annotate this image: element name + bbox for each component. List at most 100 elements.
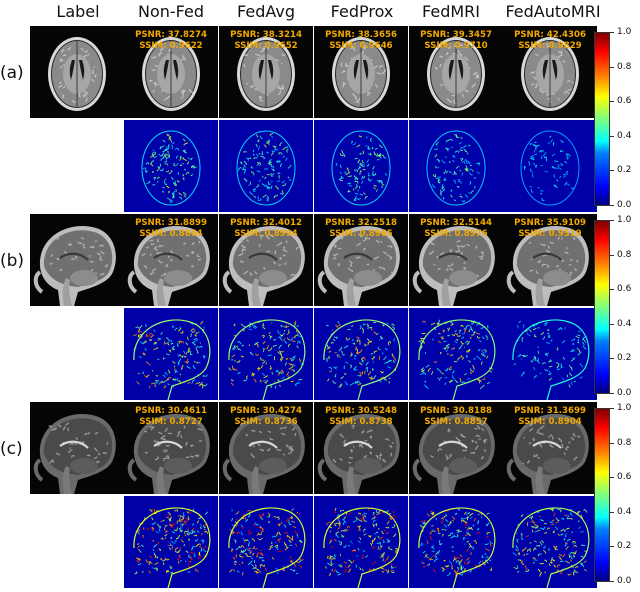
ssim-value: SSIM: 0.8965 [329, 229, 393, 239]
error-map-image [503, 308, 597, 400]
column-header-non-fed: Non-Fed [138, 2, 204, 21]
colorbar-tick-label: 0.2 [617, 353, 632, 363]
row-label: (a) [0, 63, 24, 83]
colorbar-tick-label: 0.2 [617, 165, 632, 175]
error-map-image [219, 496, 313, 588]
row-label: (b) [0, 251, 25, 271]
reconstruction-image: PSNR: 32.2518 SSIM: 0.8965 [314, 214, 408, 306]
error-map-image [314, 496, 408, 588]
reconstruction-image: PSNR: 30.8188 SSIM: 0.8857 [409, 402, 503, 494]
colorbar-tick-label: 1.0 [617, 27, 632, 37]
reconstruction-image: PSNR: 37.8274 SSIM: 0.9622 [124, 26, 218, 118]
error-map-image [409, 120, 503, 212]
psnr-value: PSNR: 31.3699 [514, 406, 586, 416]
colorbar-tick-mark [610, 358, 614, 359]
ssim-value: SSIM: 0.9710 [424, 41, 488, 51]
colorbar-tick-mark [610, 289, 614, 290]
row-label: (c) [0, 439, 23, 459]
psnr-value: PSNR: 42.4306 [514, 30, 586, 40]
colorbar-tick-mark [610, 32, 614, 33]
colorbar-tick-label: 0.8 [617, 250, 632, 260]
ssim-value: SSIM: 0.9519 [518, 229, 582, 239]
error-map-image [124, 496, 218, 588]
label-image [30, 26, 124, 118]
colorbar-tick-mark [610, 67, 614, 68]
colorbar-tick-mark [610, 324, 614, 325]
colorbar-tick-label: 0.4 [617, 507, 632, 517]
psnr-value: PSNR: 39.3457 [420, 30, 492, 40]
reconstruction-image: PSNR: 35.9109 SSIM: 0.9519 [503, 214, 597, 306]
colorbar-tick-label: 0.6 [617, 96, 632, 106]
colorbar-tick-label: 0.6 [617, 284, 632, 294]
psnr-value: PSNR: 32.2518 [325, 218, 397, 228]
psnr-value: PSNR: 38.3656 [325, 30, 397, 40]
reconstruction-image: PSNR: 30.4274 SSIM: 0.8736 [219, 402, 313, 494]
error-map-image [503, 496, 597, 588]
colorbar-tick-label: 0.8 [617, 438, 632, 448]
reconstruction-image: PSNR: 30.5248 SSIM: 0.8738 [314, 402, 408, 494]
column-header-fedavg: FedAvg [237, 2, 295, 21]
ssim-value: SSIM: 0.8864 [139, 229, 203, 239]
psnr-value: PSNR: 37.8274 [135, 30, 207, 40]
colorbar-tick-label: 0.2 [617, 541, 632, 551]
error-map-image [314, 308, 408, 400]
colorbar-tick-label: 1.0 [617, 403, 632, 413]
colorbar-tick-mark [610, 205, 614, 206]
colorbar [594, 408, 610, 582]
colorbar-tick-mark [610, 136, 614, 137]
colorbar-tick-label: 0.8 [617, 62, 632, 72]
error-map-image [124, 308, 218, 400]
reconstruction-image: PSNR: 31.8899 SSIM: 0.8864 [124, 214, 218, 306]
psnr-value: PSNR: 30.5248 [325, 406, 397, 416]
colorbar-tick-mark [610, 443, 614, 444]
psnr-value: PSNR: 30.4611 [135, 406, 207, 416]
column-header-fedautomri: FedAutoMRI [505, 2, 601, 21]
ssim-value: SSIM: 0.8976 [424, 229, 488, 239]
ssim-value: SSIM: 0.8736 [234, 417, 298, 427]
ssim-value: SSIM: 0.8727 [139, 417, 203, 427]
reconstruction-image: PSNR: 32.4012 SSIM: 0.8994 [219, 214, 313, 306]
reconstruction-image: PSNR: 39.3457 SSIM: 0.9710 [409, 26, 503, 118]
colorbar-tick-mark [610, 255, 614, 256]
reconstruction-image: PSNR: 42.4306 SSIM: 0.9829 [503, 26, 597, 118]
colorbar-tick-mark [610, 477, 614, 478]
ssim-value: SSIM: 0.9622 [139, 41, 203, 51]
psnr-value: PSNR: 30.8188 [420, 406, 492, 416]
colorbar-tick-label: 0.0 [617, 200, 632, 210]
error-map-image [409, 308, 503, 400]
colorbar-tick-label: 1.0 [617, 215, 632, 225]
colorbar-tick-label: 0.0 [617, 388, 632, 398]
colorbar [594, 32, 610, 206]
error-map-image [314, 120, 408, 212]
colorbar-tick-mark [610, 170, 614, 171]
ssim-value: SSIM: 0.9829 [518, 41, 582, 51]
reconstruction-image: PSNR: 32.5144 SSIM: 0.8976 [409, 214, 503, 306]
psnr-value: PSNR: 31.8899 [135, 218, 207, 228]
colorbar-tick-mark [610, 393, 614, 394]
error-map-image [219, 308, 313, 400]
error-map-image [124, 120, 218, 212]
ssim-value: SSIM: 0.8994 [234, 229, 298, 239]
colorbar-tick-mark [610, 581, 614, 582]
psnr-value: PSNR: 35.9109 [514, 218, 586, 228]
colorbar-tick-label: 0.0 [617, 576, 632, 586]
psnr-value: PSNR: 32.5144 [420, 218, 492, 228]
column-header-fedmri: FedMRI [422, 2, 480, 21]
reconstruction-image: PSNR: 30.4611 SSIM: 0.8727 [124, 402, 218, 494]
colorbar-tick-mark [610, 546, 614, 547]
colorbar-tick-mark [610, 220, 614, 221]
ssim-value: SSIM: 0.8904 [518, 417, 582, 427]
psnr-value: PSNR: 30.4274 [230, 406, 302, 416]
colorbar-tick-label: 0.4 [617, 319, 632, 329]
reconstruction-image: PSNR: 38.3214 SSIM: 0.9652 [219, 26, 313, 118]
reconstruction-image: PSNR: 31.3699 SSIM: 0.8904 [503, 402, 597, 494]
psnr-value: PSNR: 38.3214 [230, 30, 302, 40]
error-map-image [409, 496, 503, 588]
column-header-fedprox: FedProx [330, 2, 394, 21]
ssim-value: SSIM: 0.8738 [329, 417, 393, 427]
error-map-image [219, 120, 313, 212]
colorbar-tick-label: 0.6 [617, 472, 632, 482]
reconstruction-image: PSNR: 38.3656 SSIM: 0.9646 [314, 26, 408, 118]
colorbar-tick-label: 0.4 [617, 131, 632, 141]
psnr-value: PSNR: 32.4012 [230, 218, 302, 228]
